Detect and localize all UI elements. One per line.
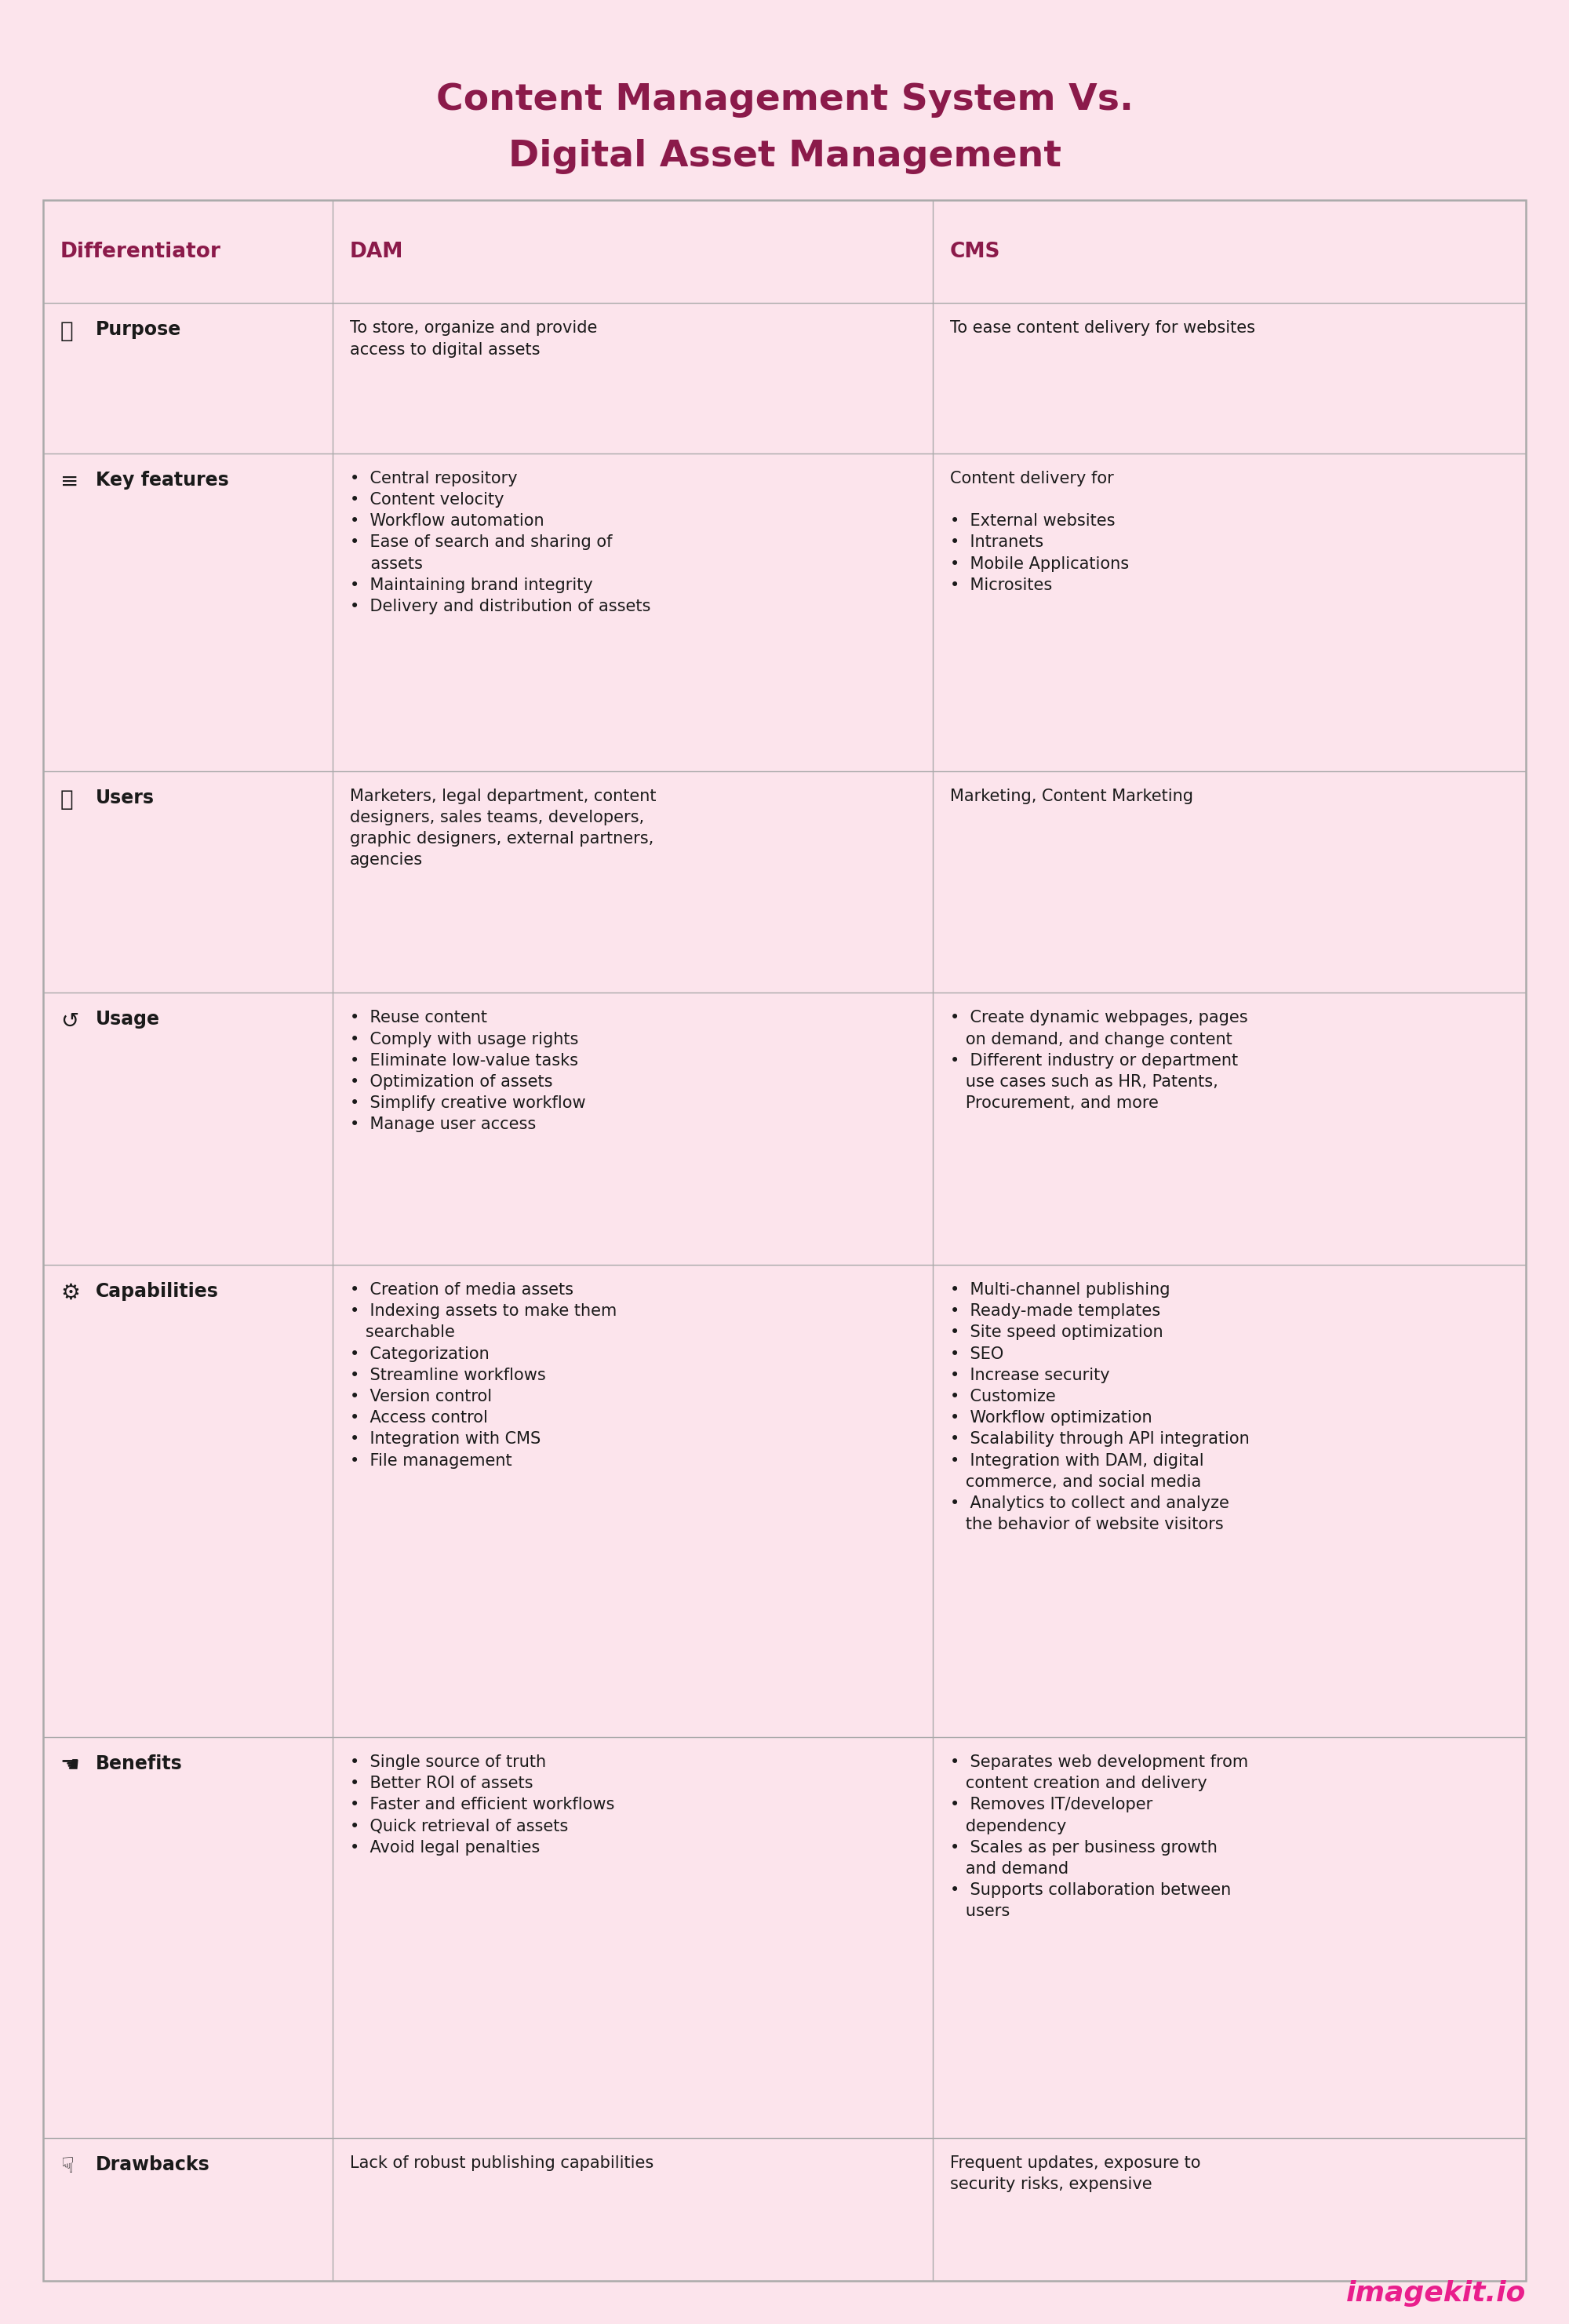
Text: ☟: ☟ (60, 2154, 74, 2178)
Text: Digital Asset Management: Digital Asset Management (508, 139, 1061, 174)
Text: Marketers, legal department, content
designers, sales teams, developers,
graphic: Marketers, legal department, content des… (350, 788, 656, 869)
Text: To store, organize and provide
access to digital assets: To store, organize and provide access to… (350, 321, 596, 358)
Text: Users: Users (96, 788, 154, 806)
Text: Key features: Key features (96, 472, 229, 490)
Text: Purpose: Purpose (96, 321, 182, 339)
Text: Lack of robust publishing capabilities: Lack of robust publishing capabilities (350, 2154, 653, 2171)
Text: •  Single source of truth
•  Better ROI of assets
•  Faster and efficient workfl: • Single source of truth • Better ROI of… (350, 1755, 613, 1855)
Text: DAM: DAM (350, 242, 403, 263)
Bar (44, 200, 1525, 2280)
Text: ⚙: ⚙ (60, 1283, 80, 1304)
Text: CMS: CMS (951, 242, 1001, 263)
Text: •  Reuse content
•  Comply with usage rights
•  Eliminate low-value tasks
•  Opt: • Reuse content • Comply with usage righ… (350, 1011, 585, 1132)
Text: •  Separates web development from
   content creation and delivery
•  Removes IT: • Separates web development from content… (951, 1755, 1249, 1920)
Text: •  Creation of media assets
•  Indexing assets to make them
   searchable
•  Cat: • Creation of media assets • Indexing as… (350, 1283, 617, 1469)
Text: •  Create dynamic webpages, pages
   on demand, and change content
•  Different : • Create dynamic webpages, pages on dema… (951, 1011, 1247, 1111)
Text: Content delivery for

•  External websites
•  Intranets
•  Mobile Applications
•: Content delivery for • External websites… (951, 472, 1130, 593)
Text: •  Central repository
•  Content velocity
•  Workflow automation
•  Ease of sear: • Central repository • Content velocity … (350, 472, 650, 614)
Text: ⓘ: ⓘ (60, 321, 74, 342)
Text: Content Management System Vs.: Content Management System Vs. (436, 81, 1133, 119)
Text: Capabilities: Capabilities (96, 1283, 218, 1301)
Text: ≡: ≡ (60, 472, 78, 493)
Text: Frequent updates, exposure to
security risks, expensive: Frequent updates, exposure to security r… (951, 2154, 1200, 2192)
Text: imagekit.io: imagekit.io (1346, 2280, 1525, 2308)
Text: Differentiator: Differentiator (60, 242, 221, 263)
Text: ↺: ↺ (60, 1011, 78, 1032)
Text: •  Multi-channel publishing
•  Ready-made templates
•  Site speed optimization
•: • Multi-channel publishing • Ready-made … (951, 1283, 1249, 1532)
Text: Drawbacks: Drawbacks (96, 2154, 210, 2173)
Text: Ⓐ: Ⓐ (60, 788, 74, 811)
Text: Marketing, Content Marketing: Marketing, Content Marketing (951, 788, 1194, 804)
Text: Usage: Usage (96, 1011, 160, 1030)
Text: To ease content delivery for websites: To ease content delivery for websites (951, 321, 1255, 337)
Text: ☚: ☚ (60, 1755, 80, 1776)
Text: Benefits: Benefits (96, 1755, 182, 1773)
